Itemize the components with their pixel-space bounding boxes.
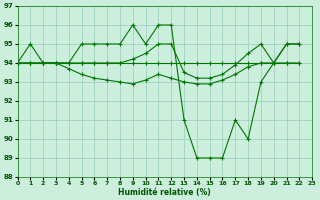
X-axis label: Humidité relative (%): Humidité relative (%) bbox=[118, 188, 211, 197]
